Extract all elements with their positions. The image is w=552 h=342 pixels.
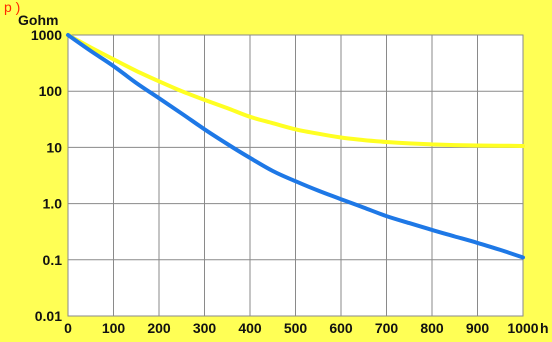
x-tick-label: 700 [375, 320, 399, 336]
x-tick-label: 600 [329, 320, 353, 336]
x-tick-label: 200 [147, 320, 171, 336]
x-tick-label: 500 [284, 320, 308, 336]
grid [67, 34, 524, 317]
x-tick-label: 400 [238, 320, 262, 336]
y-unit-label: Gohm [18, 12, 58, 28]
x-tick-label: 800 [420, 320, 444, 336]
y-tick-label: 1.0 [43, 196, 63, 212]
plot-border [67, 34, 524, 317]
x-tick-label: 100 [102, 320, 126, 336]
y-tick-label: 100 [39, 83, 63, 99]
y-tick-label: 0.1 [43, 252, 63, 268]
y-tick-label: 0.01 [35, 308, 62, 324]
y-tick-label: 1000 [31, 27, 62, 43]
series-line-2 [66, 33, 525, 260]
x-unit-label: h [540, 320, 549, 336]
axis-labels: 0 100 200 300 400 500 600 700 800 900 1000 1000 100 1… [31, 27, 539, 336]
y-tick-label: 10 [46, 139, 62, 155]
x-tick-label: 0 [64, 320, 72, 336]
x-tick-label: 900 [466, 320, 490, 336]
x-tick-label: 1000 [507, 320, 538, 336]
x-tick-label: 300 [193, 320, 217, 336]
series-line-1 [66, 33, 525, 148]
series-layer [66, 33, 525, 260]
cropped-header-text: p ) [4, 0, 20, 15]
